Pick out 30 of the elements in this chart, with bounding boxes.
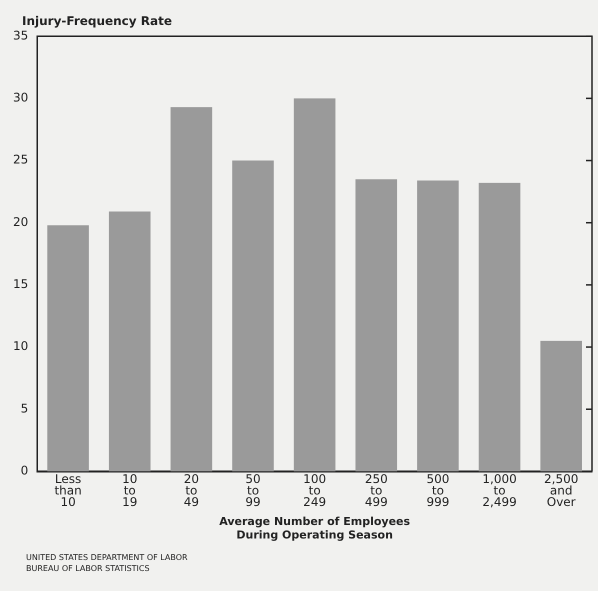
- y-tick-label: 35: [12, 28, 28, 42]
- bar: [417, 180, 459, 472]
- bar: [108, 212, 151, 472]
- y-tick-label: 10: [12, 339, 28, 354]
- y-tick-label: 0: [20, 464, 28, 478]
- x-axis-title: Average Number of Employees During Operating Season: [219, 515, 411, 542]
- text: BUREAU OF LABOR STATISTICS: [26, 563, 151, 574]
- x-tick-label: 1,000 to 2,499: [482, 472, 517, 510]
- bar: [540, 340, 582, 472]
- x-tick-label: 50 to 99: [245, 472, 261, 510]
- bar: [232, 160, 274, 472]
- bar: [47, 225, 89, 472]
- x-tick-label: 2,500 and Over: [544, 472, 578, 510]
- text: UNITED STATES DEPARTMENT OF LABOR: [26, 552, 188, 563]
- x-tick-label: 10 to 19: [122, 472, 138, 510]
- bar: [478, 182, 520, 472]
- x-tick-label: Less than 10: [54, 472, 82, 510]
- y-tick-label: 25: [12, 152, 28, 167]
- y-tick-label: 5: [20, 401, 28, 416]
- y-tick-label: 20: [12, 214, 28, 229]
- bar: [170, 107, 212, 472]
- x-tick-label: 250 to 499: [364, 472, 388, 510]
- bar: [355, 179, 398, 472]
- x-tick-label: 500 to 999: [426, 472, 450, 510]
- x-tick-label: 20 to 49: [184, 472, 199, 510]
- y-tick-label: 15: [12, 277, 28, 292]
- bar: [294, 98, 336, 472]
- y-tick-label: 30: [12, 90, 28, 104]
- y-axis-title: Injury-Frequency Rate: [22, 14, 172, 28]
- x-tick-label: 100 to 249: [303, 472, 326, 510]
